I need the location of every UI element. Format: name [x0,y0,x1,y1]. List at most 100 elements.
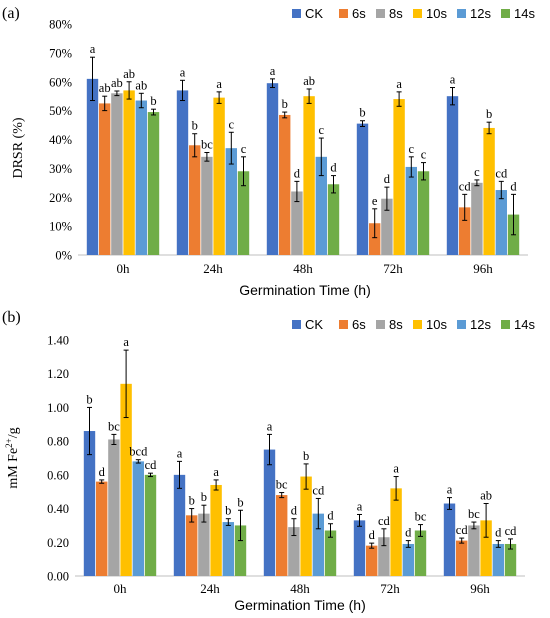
bar-8s-0h [108,439,120,576]
legend-label-6s: 6s [352,6,366,21]
significance-label-10s-96h: ab [480,489,492,503]
legend-swatch-8s [376,320,385,329]
significance-label-CK-96h: a [447,483,453,497]
bar-14s-72h [417,171,430,255]
significance-label-6s-24h: b [189,494,195,508]
bar-8s-48h [288,527,300,576]
bar-10s-48h [303,96,315,255]
x-category-label: 72h [383,261,403,276]
significance-label-6s-0h: ab [99,81,111,95]
significance-label-14s-24h: c [241,142,247,156]
bar-CK-72h [353,520,366,576]
significance-label-14s-0h: cd [145,458,158,472]
significance-label-CK-96h: a [450,73,456,87]
significance-label-12s-48h: cd [312,483,325,497]
bar-CK-96h [446,96,459,255]
significance-label-10s-48h: b [303,449,309,463]
significance-label-12s-24h: c [229,117,235,131]
y-tick-label: 0.80 [47,435,69,449]
bar-6s-24h [186,515,198,576]
bar-10s-0h [120,383,132,576]
bar-10s-96h [483,127,495,255]
significance-label-CK-0h: a [90,42,96,56]
legend-swatch-6s [339,320,348,329]
bar-CK-24h [173,474,186,576]
legend-label-6s: 6s [352,317,366,332]
significance-label-8s-72h: cd [378,514,391,528]
x-axis-categories-a: 0h 24h 48h 72h 96h [117,261,494,276]
bar-6s-72h [369,223,381,255]
significance-label-12s-24h: b [225,504,231,518]
bar-8s-72h [381,198,393,255]
legend-swatch-CK [292,320,301,329]
bar-CK-24h [176,90,189,255]
bar-CK-72h [356,123,369,256]
significance-label-6s-48h: b [282,97,288,111]
panel-label-b: (b) [2,309,21,326]
legend-label-8s: 8s [389,6,403,21]
bar-6s-48h [279,114,291,255]
significance-label-14s-48h: d [330,161,337,175]
bar-10s-24h [210,484,222,576]
bar-6s-72h [366,545,378,576]
bar-CK-96h [443,503,456,576]
y-tick-label: 50% [49,104,72,118]
bar-8s-96h [471,182,483,255]
legend-swatch-10s [413,320,422,329]
x-category-label: 72h [380,581,400,596]
bar-14s-48h [324,530,337,576]
y-tick-label: 1.40 [47,334,69,348]
significance-label-14s-48h: d [327,509,334,523]
bar-10s-96h [480,520,492,576]
bar-CK-0h [86,78,99,255]
bar-CK-48h [263,449,276,576]
significance-label-10s-0h: a [123,335,129,349]
bar-12s-24h [222,522,234,576]
x-axis-categories-b: 0h 24h 48h 72h 96h [114,581,491,596]
bar-8s-24h [201,156,213,255]
legend-b: CK 6s 8s 10s 12s 14s [292,317,535,332]
bar-14s-96h [504,543,517,576]
significance-label-14s-0h: b [150,94,156,108]
legend-label-CK: CK [305,6,323,21]
bar-14s-72h [414,530,427,576]
bar-14s-48h [327,184,340,255]
chart-panel-b: (b) CK 6s 8s 10s 12s 14s 0.00 0.20 0.40 0.60 0.80… [2,309,535,613]
bar-12s-0h [132,461,144,576]
significance-label-12s-72h: c [409,142,415,156]
significance-label-10s-24h: a [213,465,219,479]
significance-label-CK-72h: b [359,106,365,120]
significance-label-12s-96h: d [495,526,502,540]
significance-label-10s-96h: b [486,107,492,121]
legend-label-14s: 14s [514,6,535,21]
bar-8s-96h [468,525,480,576]
bar-10s-72h [393,99,405,255]
y-tick-label: 40% [49,133,72,147]
legend-label-10s: 10s [426,6,447,21]
significance-label-6s-0h: d [99,465,106,479]
x-category-label: 96h [470,581,490,596]
legend-swatch-8s [376,9,385,18]
bar-10s-48h [300,476,312,576]
significance-label-6s-72h: d [369,528,376,542]
bar-12s-96h [495,190,507,255]
x-category-label: 48h [290,581,310,596]
bar-6s-0h [96,481,108,576]
significance-label-8s-0h: ab [111,76,123,90]
x-axis-title-a: Germination Time (h) [239,282,370,298]
y-tick-label: 0% [55,249,72,263]
y-axis-ticks-b: 0.00 0.20 0.40 0.60 0.80 1.00 1.20 1.40 [47,334,69,584]
significance-label-10s-0h: ab [123,67,135,81]
significance-label-CK-48h: a [267,419,273,433]
x-category-label: 48h [293,261,313,276]
significance-label-6s-72h: e [372,194,378,208]
bar-12s-72h [402,543,414,576]
significance-label-14s-96h: d [510,179,517,193]
y-axis-title-b: mM Fe2+/g [4,427,21,488]
bar-12s-48h [312,513,324,576]
bar-8s-0h [111,93,123,255]
bar-6s-0h [99,103,111,255]
